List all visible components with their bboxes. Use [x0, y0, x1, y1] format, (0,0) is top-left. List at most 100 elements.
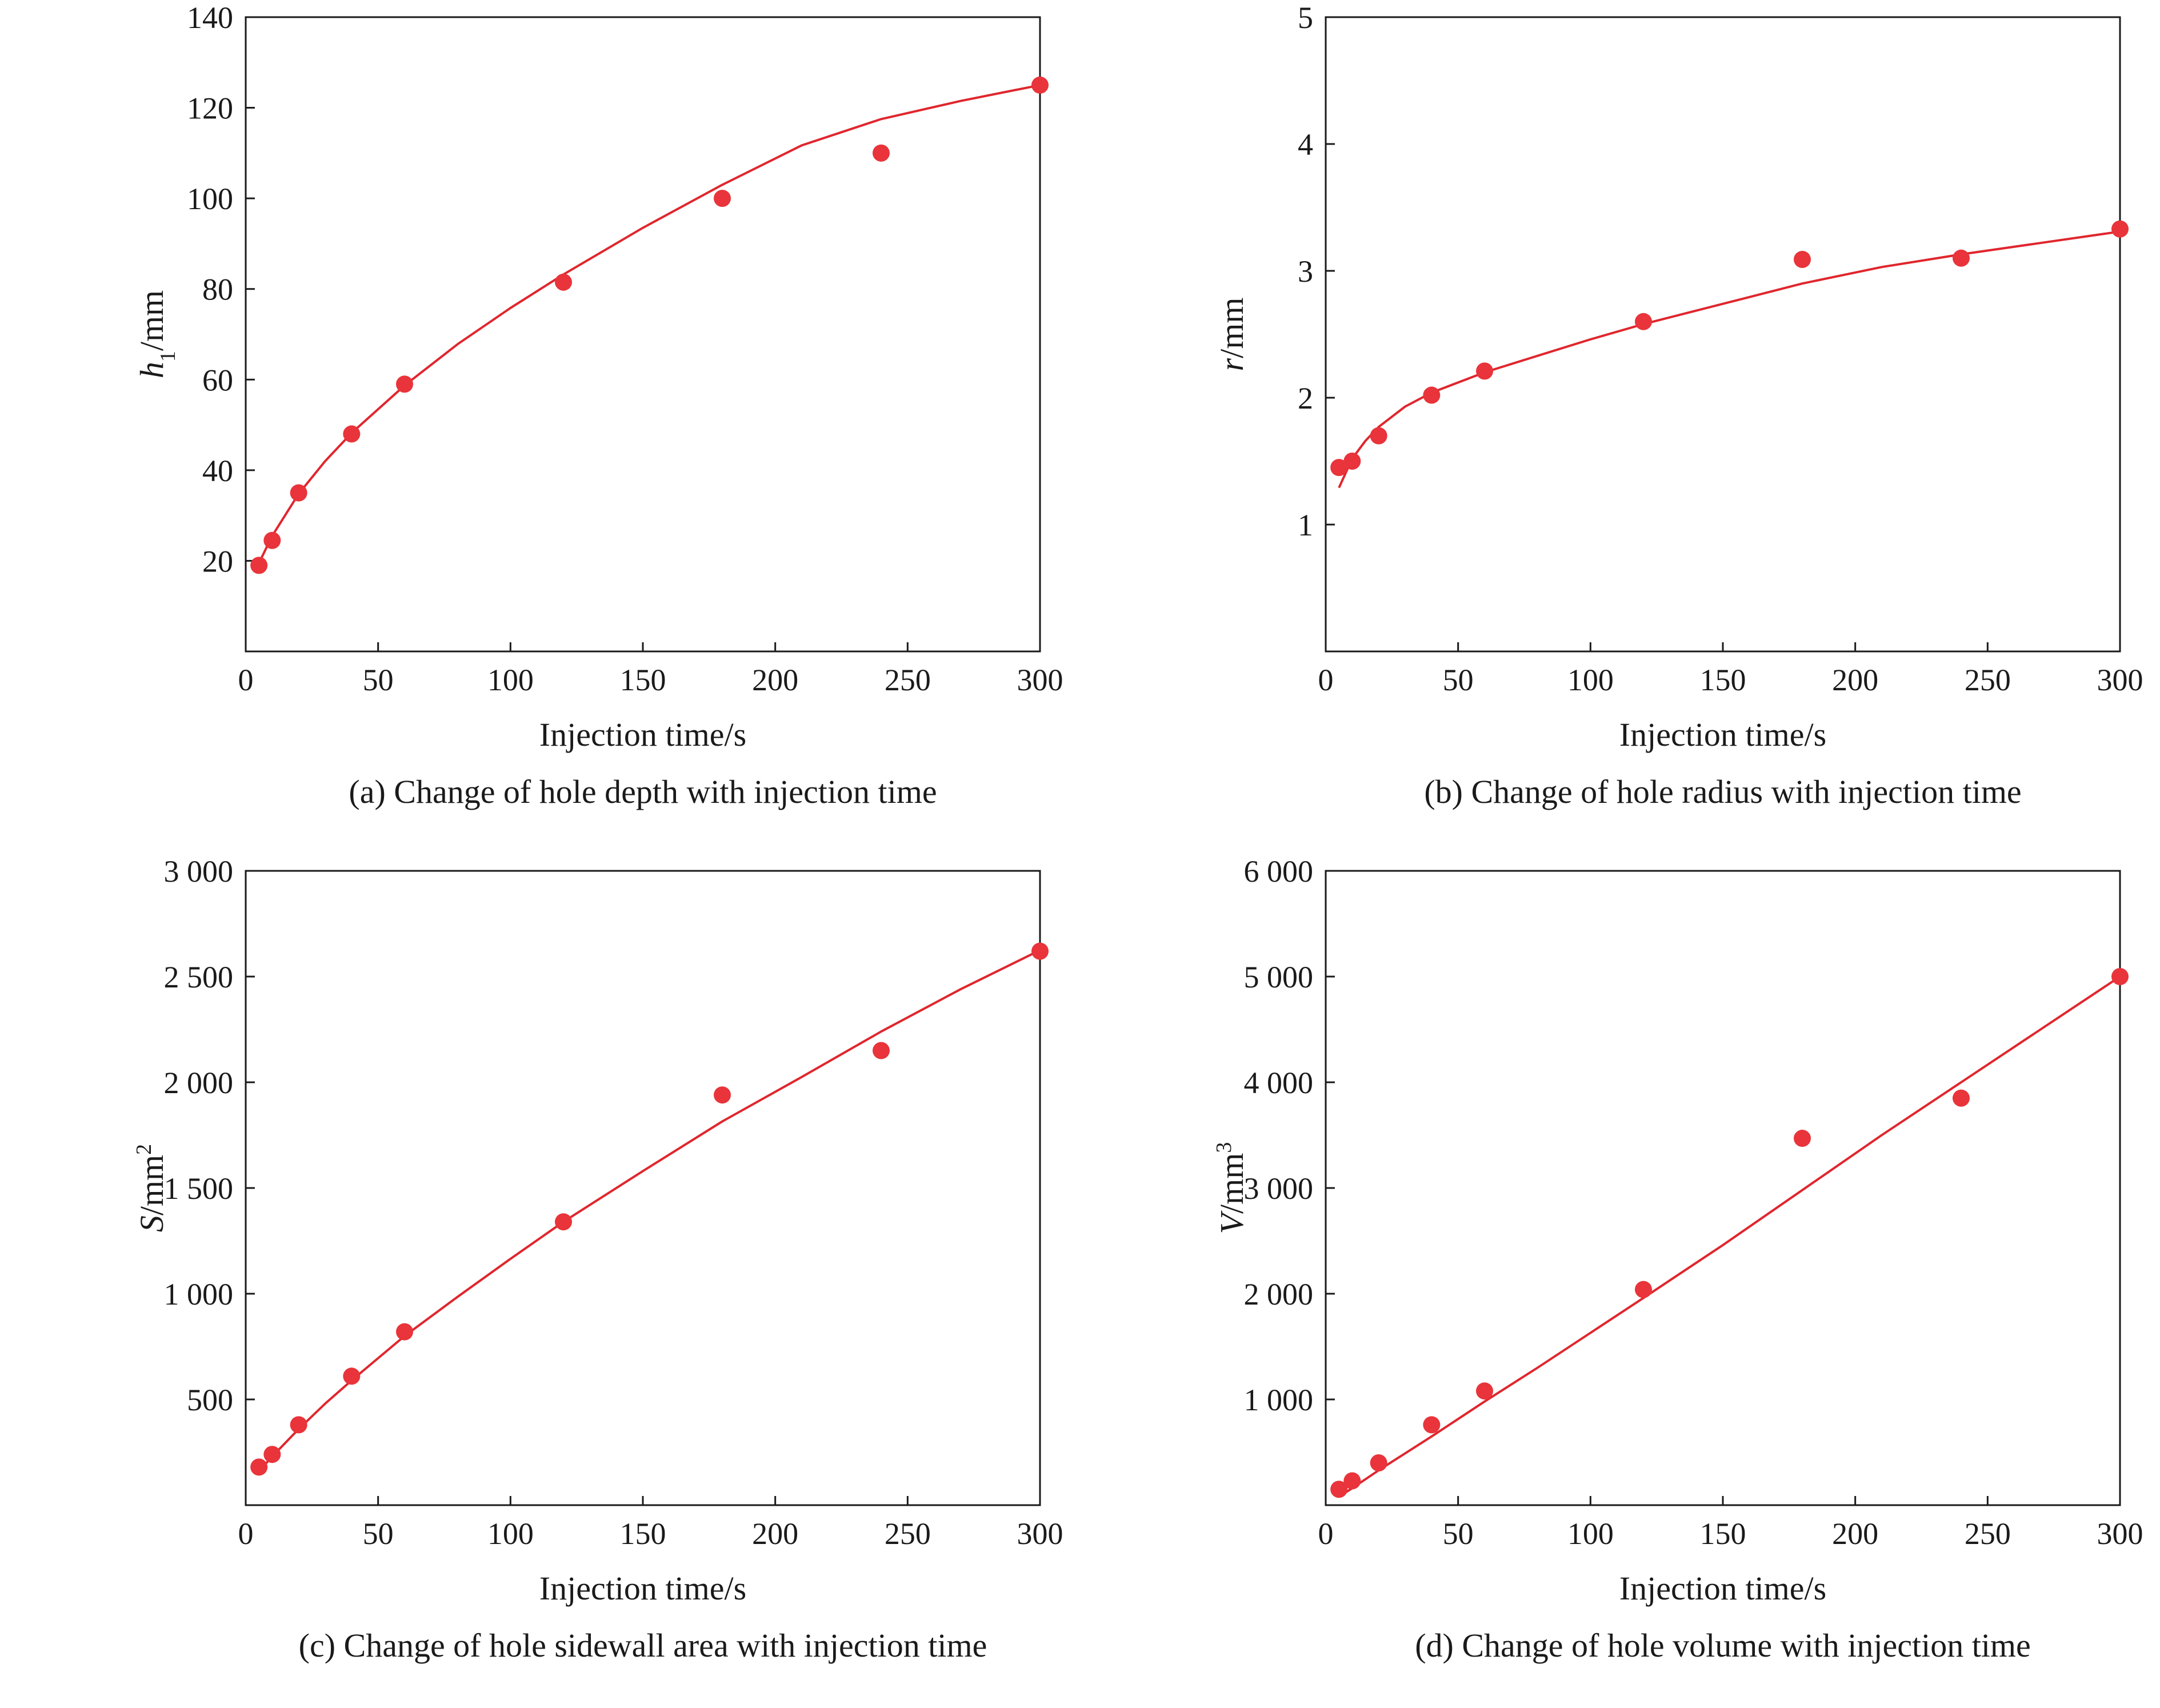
panel-d: 0 50 100 150 200 250 300 1 000 2 000 3 000 4 000 5 … [1080, 854, 2160, 1707]
x-tick-label: 300 [2097, 1517, 2143, 1551]
plot-frame [1325, 870, 2121, 1506]
x-tick-label: 300 [1017, 663, 1063, 697]
y-tick-label: 1 000 [1244, 1383, 1314, 1417]
x-axis-title: Injection time/s [1619, 1570, 1826, 1607]
data-point [250, 1458, 268, 1476]
x-tick-label: 200 [752, 1517, 798, 1551]
data-point [1343, 453, 1361, 470]
data-point [1330, 1481, 1348, 1498]
data-point [1794, 251, 1811, 269]
panel-caption: (c) Change of hole sidewall area with in… [299, 1627, 987, 1664]
data-point [555, 273, 572, 291]
panel-b: 0 50 100 150 200 250 300 1 2 3 4 5 Injection time/s r… [1080, 0, 2160, 854]
chart-svg: 0 50 100 150 200 250 300 1 2 3 4 5 Injection time/s r… [1213, 1, 2143, 810]
data-point [1423, 1416, 1441, 1434]
y-tick-label: 5 [1298, 1, 1313, 35]
y-tick-label: 40 [202, 454, 233, 488]
y-tick-label: 3 000 [1244, 1171, 1314, 1206]
panel-caption: (b) Change of hole radius with injection… [1424, 773, 2021, 810]
data-point [1423, 386, 1441, 404]
chart-svg: 0 50 100 150 200 250 300 500 1 000 1 500 2 000 2 50… [132, 854, 1063, 1664]
y-axis-symbol: r [1213, 358, 1250, 371]
data-point [1330, 459, 1348, 477]
y-tick-label: 2 000 [1244, 1277, 1314, 1311]
data-point [555, 1213, 572, 1231]
y-axis-title: V/mm3 [1212, 1142, 1250, 1234]
plot-frame [245, 870, 1041, 1506]
y-tick-label: 3 [1298, 254, 1313, 289]
y-tick-label: 140 [187, 1, 233, 35]
x-tick-label: 0 [238, 1517, 254, 1551]
y-axis-symbol: V [1213, 1210, 1250, 1234]
y-tick-label: 500 [187, 1383, 233, 1417]
y-axis-superscript: 2 [132, 1144, 156, 1155]
x-tick-label: 100 [1567, 1517, 1614, 1551]
x-tick-label: 250 [1965, 1517, 2011, 1551]
y-tick-label: 4 000 [1244, 1066, 1314, 1100]
x-tick-label: 50 [1443, 1517, 1474, 1551]
y-axis-unit: /mm [1213, 298, 1250, 358]
x-tick-label: 250 [885, 663, 931, 697]
plot-frame [245, 16, 1041, 653]
data-point [714, 1086, 731, 1104]
y-axis-superscript: 3 [1212, 1142, 1236, 1153]
data-point [263, 1446, 281, 1463]
y-axis-symbol: h [133, 362, 170, 378]
x-tick-label: 150 [1700, 663, 1746, 697]
data-point [263, 531, 281, 549]
data-point [1476, 1382, 1493, 1400]
x-axis-title: Injection time/s [539, 1570, 746, 1607]
data-point [873, 144, 890, 162]
data-point [1370, 1454, 1387, 1471]
panel-a: 0 50 100 150 200 250 300 20 40 60 80 100 120 140 Injec… [0, 0, 1080, 854]
x-tick-label: 150 [620, 1517, 666, 1551]
y-tick-label: 2 500 [164, 960, 234, 994]
x-tick-label: 200 [752, 663, 798, 697]
data-point [2111, 220, 2129, 238]
y-axis-subscript: 1 [156, 351, 180, 362]
x-tick-label: 100 [487, 663, 534, 697]
x-tick-label: 200 [1832, 663, 1878, 697]
data-point [343, 425, 361, 443]
panel-caption: (d) Change of hole volume with injection… [1415, 1627, 2031, 1664]
y-axis-title: S/mm2 [132, 1144, 170, 1232]
y-tick-label: 2 000 [164, 1066, 234, 1100]
data-point [1794, 1130, 1811, 1147]
x-tick-label: 200 [1832, 1517, 1878, 1551]
data-point [1476, 362, 1493, 380]
y-tick-label: 5 000 [1244, 960, 1314, 994]
x-tick-label: 150 [1700, 1517, 1746, 1551]
data-point [343, 1367, 361, 1385]
y-axis-unit: /mm [1213, 1153, 1250, 1214]
x-tick-label: 50 [363, 1517, 394, 1551]
x-tick-label: 300 [1017, 1517, 1063, 1551]
plot-frame [1325, 16, 2121, 653]
x-tick-label: 100 [1567, 663, 1614, 697]
data-point [396, 1323, 413, 1341]
y-tick-label: 80 [202, 273, 233, 307]
x-tick-label: 150 [620, 663, 666, 697]
fit-curve [258, 949, 1041, 1473]
data-point [1343, 1472, 1361, 1490]
x-tick-label: 50 [363, 663, 394, 697]
x-axis-title: Injection time/s [539, 716, 746, 753]
data-point [290, 484, 307, 502]
y-tick-label: 1 [1298, 508, 1313, 542]
data-point [714, 190, 731, 207]
y-tick-label: 100 [187, 182, 233, 216]
data-point [1953, 1089, 1970, 1107]
fit-curve [258, 83, 1041, 564]
x-tick-label: 250 [1965, 663, 2011, 697]
y-axis-title: h1/mm [133, 290, 180, 378]
x-tick-label: 0 [1318, 1517, 1334, 1551]
x-tick-label: 100 [487, 1517, 534, 1551]
data-point [1635, 313, 1652, 330]
x-tick-label: 250 [885, 1517, 931, 1551]
y-axis-unit: /mm [133, 1155, 170, 1215]
fit-curve [1338, 975, 2121, 1498]
y-axis-symbol: S [133, 1215, 170, 1232]
chart-svg: 0 50 100 150 200 250 300 1 000 2 000 3 000 4 000 5 … [1212, 854, 2143, 1664]
y-tick-label: 3 000 [164, 854, 234, 889]
data-point [1953, 249, 1970, 267]
y-tick-label: 6 000 [1244, 854, 1314, 889]
